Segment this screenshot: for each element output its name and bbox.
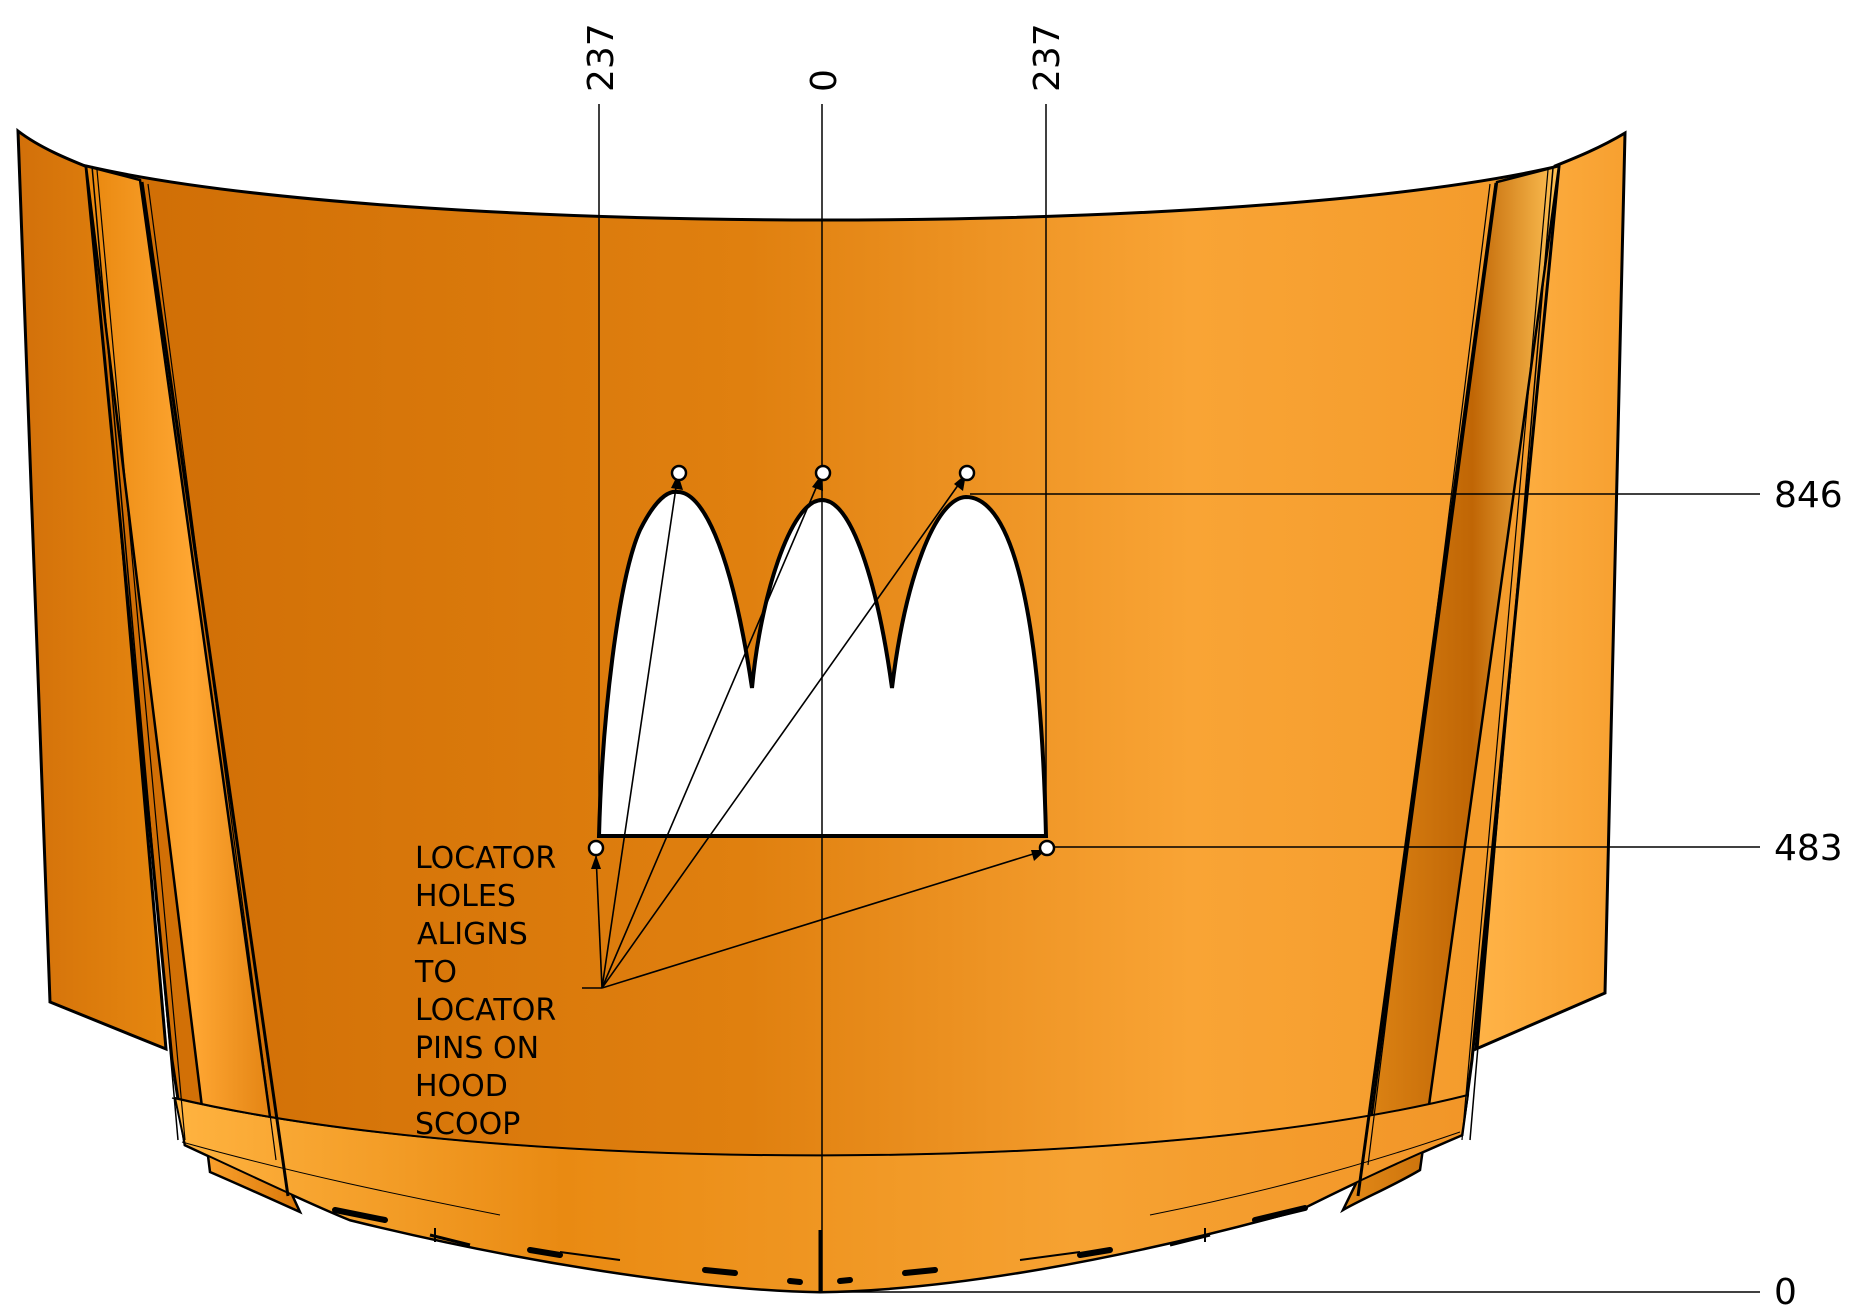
dim-label-846: 846 xyxy=(1774,475,1843,516)
note-line: LOCATOR xyxy=(415,993,556,1028)
note-line: PINS ON xyxy=(415,1031,539,1066)
note-line: TO xyxy=(414,955,457,990)
locator-hole xyxy=(587,839,605,857)
dim-label-483: 483 xyxy=(1774,828,1843,869)
locator-hole xyxy=(670,464,688,482)
dim-label-center-0: 0 xyxy=(804,69,845,92)
locator-note: LOCATOR HOLES ALIGNS TO LOCATOR PINS ON … xyxy=(414,841,556,1142)
locator-hole xyxy=(814,464,832,482)
locator-hole xyxy=(1038,839,1056,857)
dimension-lines xyxy=(598,104,1760,1293)
leader-lines xyxy=(582,473,1047,989)
locator-hole xyxy=(958,464,976,482)
dim-label-bottom-0: 0 xyxy=(1774,1272,1797,1306)
note-line: HOOD xyxy=(415,1069,508,1104)
note-line: ALIGNS xyxy=(417,917,528,952)
dim-label-right-237: 237 xyxy=(1027,23,1068,92)
hood-right-rib xyxy=(1340,164,1561,1214)
rib-detail-lines xyxy=(91,165,1554,1292)
note-line: HOLES xyxy=(415,879,516,914)
note-line: SCOOP xyxy=(415,1107,520,1142)
dim-label-left-237: 237 xyxy=(581,23,622,92)
note-line: LOCATOR xyxy=(415,841,556,876)
locator-holes xyxy=(587,464,1056,857)
